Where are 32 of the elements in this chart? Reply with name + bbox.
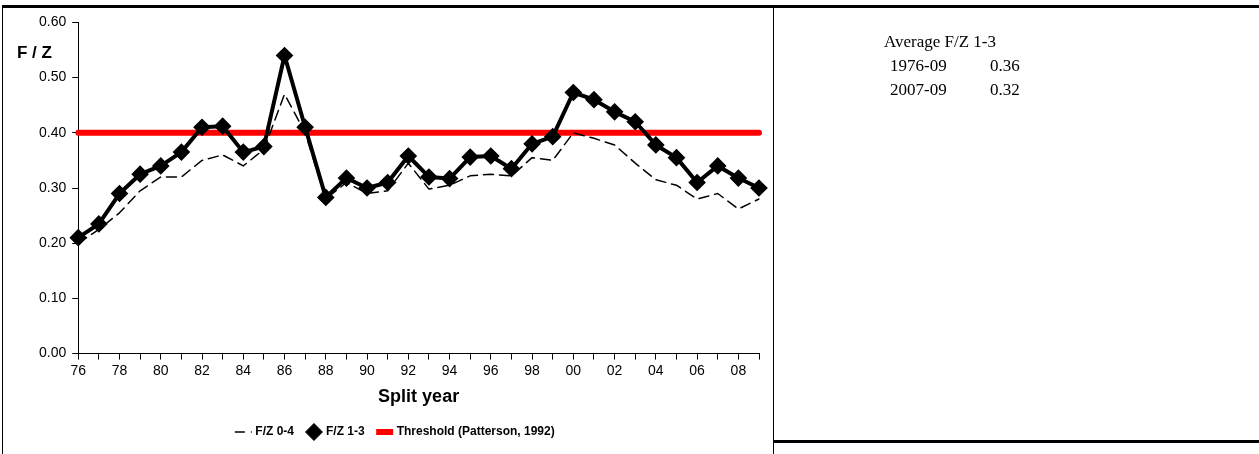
text: 2007-09 0.32 (890, 80, 1020, 99)
y-tick-label: 0.30 (39, 178, 67, 195)
x-tick-label: 78 (111, 361, 128, 378)
y-tick-label: 0.40 (39, 123, 67, 140)
x-tick-label: 86 (276, 361, 293, 378)
y-tick-label: 0.00 (39, 344, 67, 361)
x-tick-label: 00 (565, 361, 582, 378)
y-tick-label: 0.20 (39, 234, 67, 251)
x-tick-label: 96 (483, 361, 499, 378)
x-tick-label: 94 (441, 361, 458, 378)
legend-label: F/Z 1-3 (325, 424, 365, 439)
x-tick-label: 76 (70, 361, 87, 378)
x-tick-label: 90 (359, 361, 376, 378)
x-tick-label: 04 (648, 361, 664, 378)
y-tick-label: 0.10 (39, 289, 67, 306)
text: 1976-09 0.36 (890, 56, 1020, 75)
x-tick-label: 82 (194, 361, 211, 378)
x-axis-title: Split year (378, 386, 460, 407)
x-tick-label: 02 (606, 361, 623, 378)
y-tick-label: 0.60 (39, 13, 67, 30)
y-axis-title: F / Z (17, 42, 52, 62)
x-tick-label: 08 (730, 361, 747, 378)
y-tick-label: 0.50 (39, 68, 67, 85)
x-tick-label: 06 (689, 361, 706, 378)
x-tick-label: 92 (400, 361, 417, 378)
text: Average F/Z 1-3 (884, 31, 997, 53)
x-tick-label: 80 (152, 361, 169, 378)
x-tick-label: 88 (318, 361, 334, 378)
legend-label: F/Z 0-4 (255, 424, 295, 439)
x-tick-label: 98 (524, 361, 541, 378)
x-tick-label: 84 (235, 361, 252, 378)
legend-label: Threshold (Patterson, 1992) (396, 424, 555, 439)
